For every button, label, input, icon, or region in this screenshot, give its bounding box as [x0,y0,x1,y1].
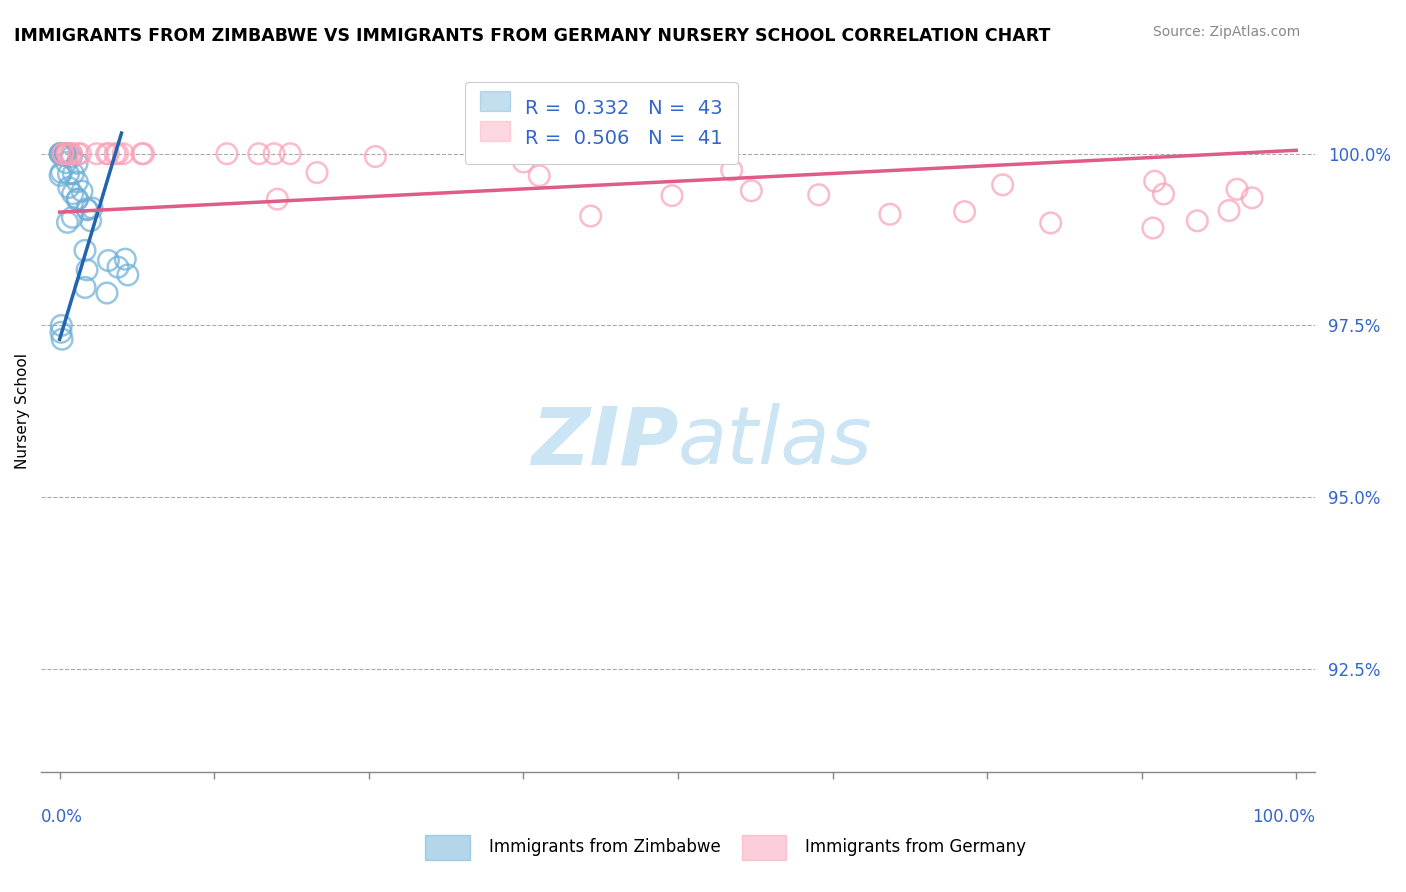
Point [70,184,93,198]
Point [69,146,91,161]
Point [1153,186,1175,201]
Point [51,332,73,346]
Point [75,280,97,294]
Point [1240,191,1263,205]
Point [60,146,83,161]
Point [51,318,73,333]
Point [131,146,153,161]
Point [266,192,288,206]
Point [1218,203,1240,218]
Text: 0.0%: 0.0% [41,807,83,826]
Point [49,169,72,183]
Point [52,146,75,161]
Point [52,146,75,161]
Legend: R =  0.332   N =  43, R =  0.506   N =  41: R = 0.332 N = 43, R = 0.506 N = 41 [465,82,738,164]
Point [114,252,136,267]
Point [55,146,77,161]
Point [1187,214,1209,228]
Point [49,326,72,340]
Point [112,146,135,161]
Text: ZIP: ZIP [530,403,678,481]
Point [49,146,72,161]
Point [661,188,683,202]
Point [66,193,89,207]
Point [1039,216,1062,230]
Point [79,213,101,227]
Point [263,146,285,161]
Point [512,155,534,169]
Point [60,211,83,225]
Point [73,244,96,258]
Point [278,146,301,161]
Point [86,146,108,161]
Point [1142,221,1164,235]
Point [104,146,127,161]
Point [49,146,72,161]
Point [60,150,83,164]
Point [62,167,84,181]
Point [305,165,328,179]
Point [52,146,75,161]
Point [51,165,73,179]
Point [879,207,901,221]
Point [76,202,98,216]
Point [579,209,602,223]
Point [1143,174,1166,188]
Text: IMMIGRANTS FROM ZIMBABWE VS IMMIGRANTS FROM GERMANY NURSERY SCHOOL CORRELATION C: IMMIGRANTS FROM ZIMBABWE VS IMMIGRANTS F… [14,27,1050,45]
Point [62,186,84,201]
Point [529,169,551,183]
Point [97,253,120,268]
Point [953,204,976,219]
Point [96,285,118,300]
Point [53,146,76,161]
Point [76,263,98,277]
Point [51,146,73,161]
Point [96,146,118,161]
Point [52,146,75,161]
Point [107,146,129,161]
Text: Source: ZipAtlas.com: Source: ZipAtlas.com [1153,25,1301,39]
FancyBboxPatch shape [742,835,786,860]
Point [991,178,1014,192]
Point [740,184,762,198]
FancyBboxPatch shape [426,835,470,860]
Point [60,146,83,161]
Point [56,215,79,229]
Text: atlas: atlas [678,403,873,481]
Point [82,201,104,215]
Point [66,156,89,170]
Point [52,146,75,161]
Point [55,155,77,169]
Point [97,146,120,161]
Point [720,163,742,178]
Point [66,146,89,161]
Point [66,192,89,206]
Point [364,149,387,163]
Point [53,146,76,161]
Point [58,180,80,194]
Point [807,187,830,202]
Point [76,202,98,217]
Point [56,146,79,161]
Point [117,268,139,282]
Text: 100.0%: 100.0% [1251,807,1315,826]
Point [51,146,73,161]
Point [58,167,80,181]
Point [215,146,238,161]
Point [52,146,75,161]
Point [56,146,79,161]
Point [1226,182,1249,196]
Point [107,260,129,275]
Point [247,146,270,161]
Point [132,146,155,161]
Point [51,146,73,161]
Point [66,175,89,189]
Text: Immigrants from Zimbabwe: Immigrants from Zimbabwe [489,838,720,856]
Y-axis label: Nursery School: Nursery School [15,353,30,469]
Text: Immigrants from Germany: Immigrants from Germany [804,838,1026,856]
Point [53,146,76,161]
